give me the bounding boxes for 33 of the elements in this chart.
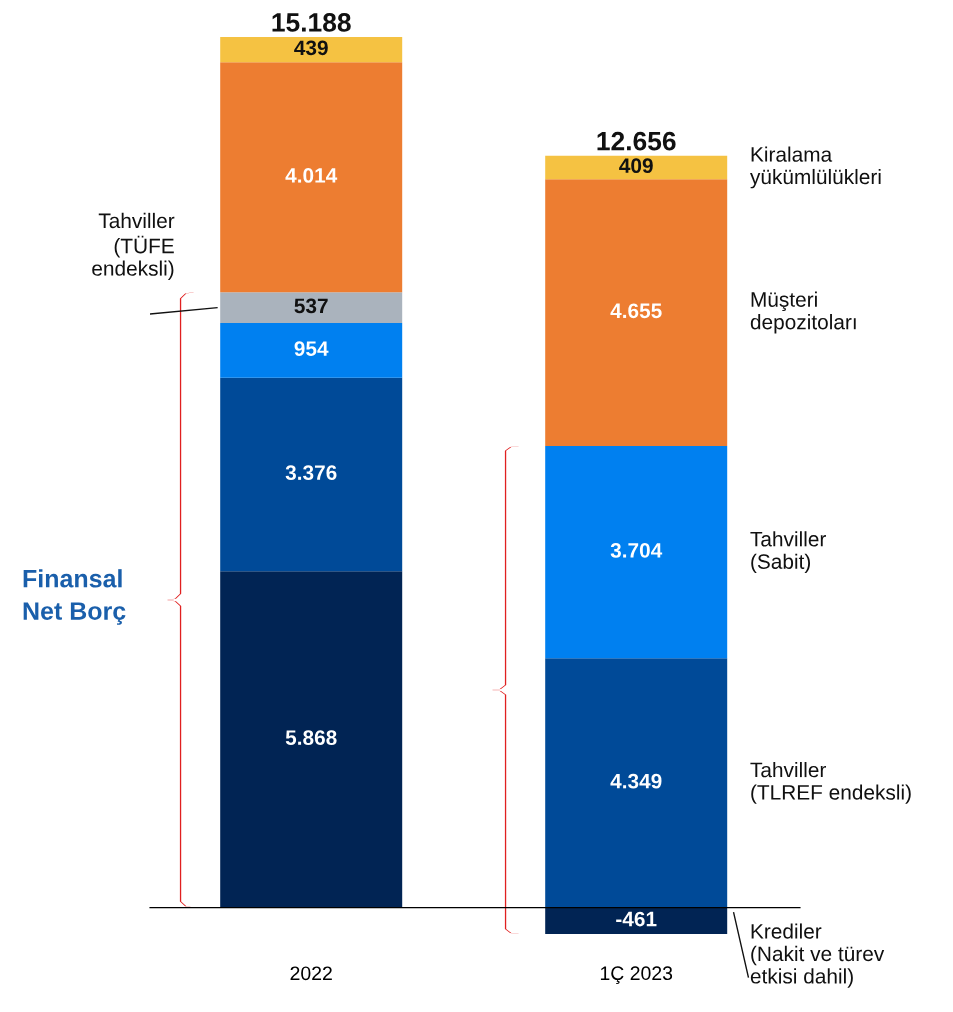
bar: [545, 907, 728, 934]
total-label: 12.656: [597, 131, 676, 151]
bar: [545, 445, 728, 659]
bar: [220, 571, 403, 908]
data-label: 537: [294, 298, 328, 314]
bar: [220, 62, 403, 293]
data-label: 3.376: [285, 465, 337, 481]
bar: [545, 179, 728, 446]
data-label: 954: [294, 341, 329, 356]
x-tick-label: 2022: [290, 966, 332, 981]
series-label: Krediler (Nakit ve türev etkisi dahil): [750, 923, 885, 988]
x-tick-label: 1Ç 2023: [600, 966, 673, 985]
bar: [220, 323, 403, 378]
data-label: -461: [616, 911, 657, 927]
series-label: Tahviller (Sabit): [750, 531, 827, 574]
data-label: 4.014: [285, 168, 338, 183]
bar: [545, 155, 728, 180]
total-label: 15.188: [272, 13, 351, 32]
text: Finansal Net Borç: [23, 569, 126, 625]
bar: [220, 292, 403, 324]
data-label: 4.349: [610, 773, 662, 789]
data-label: 3.704: [610, 542, 663, 558]
data-label: 5.868: [285, 730, 337, 745]
bar: [220, 377, 403, 572]
data-label: 439: [294, 40, 328, 56]
series-label: Tahviller (TLREF endeksli): [750, 762, 911, 804]
data-label: 409: [619, 158, 653, 174]
series-label: Müşteri depozitoları: [750, 291, 856, 334]
text: Tahviller (TÜFE endeksli): [92, 212, 175, 280]
bar: [545, 658, 728, 908]
bar: [220, 37, 403, 63]
series-label: Kiralama yükümlülükleri: [750, 146, 881, 189]
data-label: 4.655: [610, 303, 662, 319]
